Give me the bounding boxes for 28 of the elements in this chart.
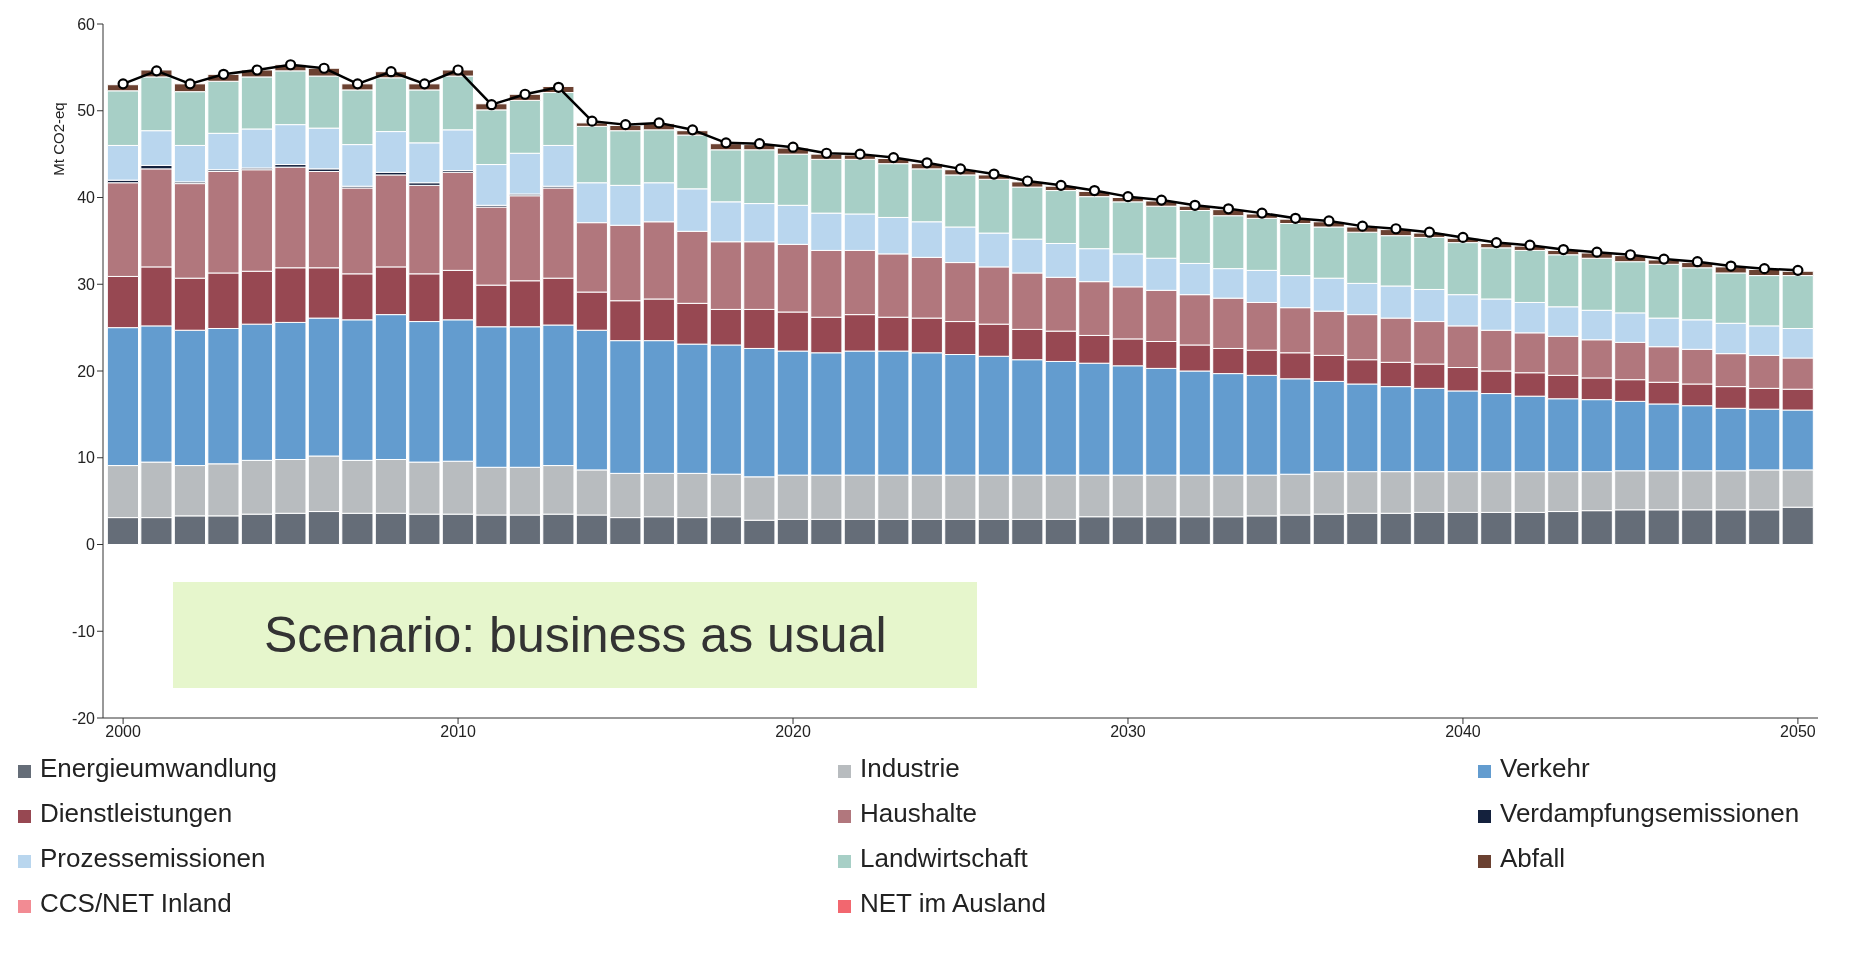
y-tick-label: -20 [71, 709, 96, 727]
legend-label: CCS/NET Inland [40, 888, 232, 919]
x-tick-label: 2000 [105, 723, 141, 741]
legend-label: Landwirtschaft [860, 843, 1028, 874]
y-tick-label: 60 [77, 15, 96, 33]
y-tick-label: 10 [77, 449, 96, 467]
x-tick-label: 2050 [1780, 723, 1816, 741]
legend-label: Industrie [860, 753, 960, 784]
y-tick-label: 30 [77, 275, 96, 293]
legend-label: NET im Ausland [860, 888, 1046, 919]
y-tick-label: 50 [77, 102, 96, 120]
legend-label: Haushalte [860, 798, 978, 829]
legend-label: Dienstleistungen [40, 798, 233, 829]
x-tick-label: 2010 [440, 723, 476, 741]
legend-label: Verkehr [1500, 753, 1590, 784]
annotation: Scenario: business as usual [263, 605, 887, 664]
y-tick-label: 40 [77, 189, 96, 207]
legend-label: Abfall [1500, 843, 1566, 874]
y-tick-label: -10 [71, 622, 96, 640]
legend-label: Energieumwandlung [40, 753, 278, 784]
x-tick-label: 2020 [775, 723, 811, 741]
y-tick-label: 0 [86, 536, 96, 554]
legend-label: Verdampfungsemissionen [1500, 798, 1800, 829]
y-axis-title: Mt CO2-eq [49, 102, 67, 176]
y-tick-label: 20 [77, 362, 96, 380]
x-tick-label: 2030 [1110, 723, 1146, 741]
legend-label: Prozessemissionen [40, 843, 266, 874]
x-tick-label: 2040 [1445, 723, 1481, 741]
